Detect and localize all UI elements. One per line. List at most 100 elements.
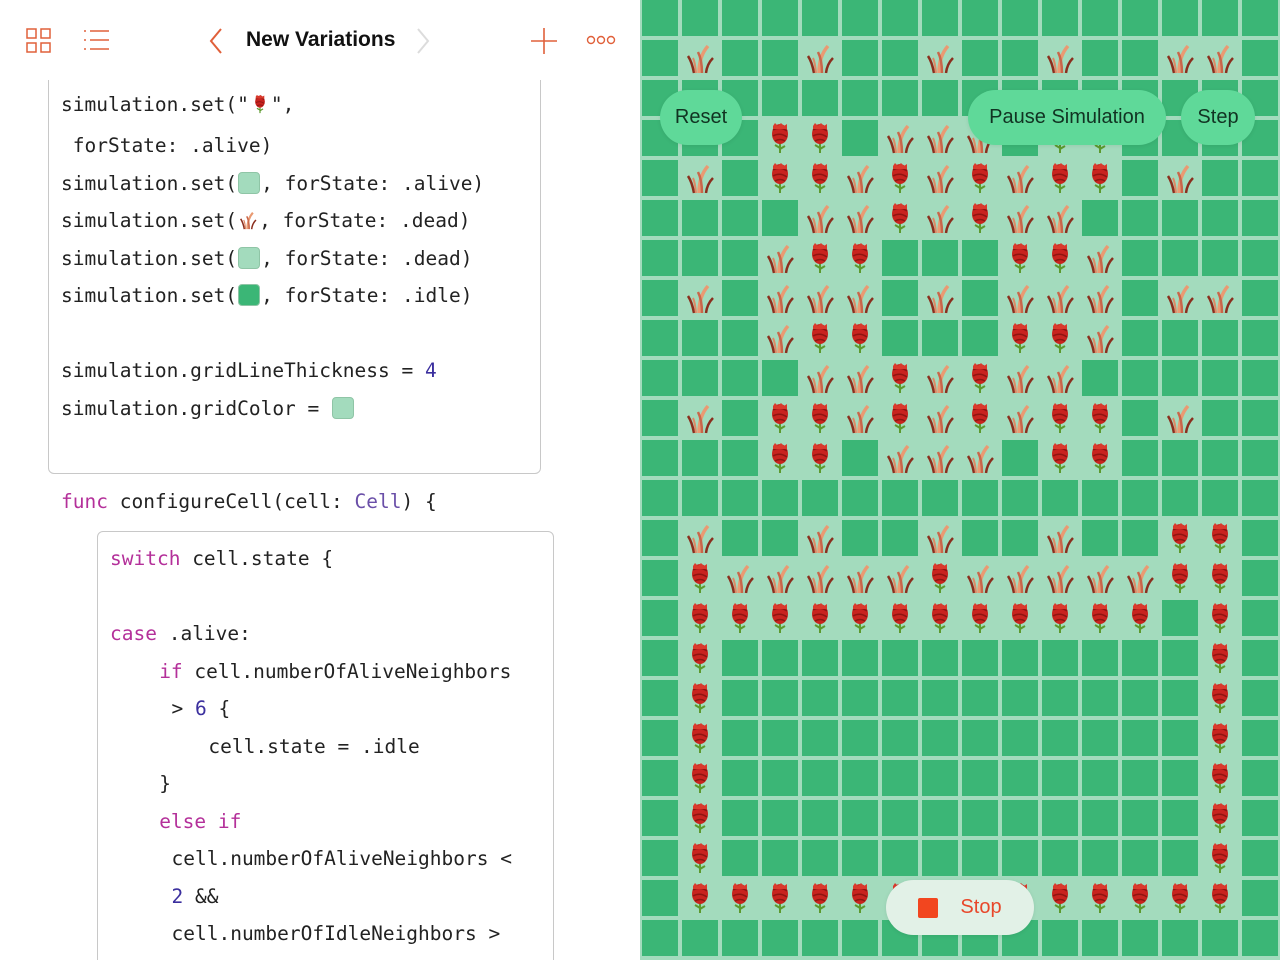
cell-idle[interactable] — [842, 920, 878, 956]
cell-idle[interactable] — [1082, 680, 1118, 716]
cell-alive[interactable] — [962, 360, 998, 396]
cell-idle[interactable] — [722, 520, 758, 556]
cell-idle[interactable] — [962, 40, 998, 76]
cell-idle[interactable] — [682, 200, 718, 236]
cell-idle[interactable] — [962, 480, 998, 516]
cell-dead[interactable] — [1162, 160, 1198, 196]
rose-emoji-literal[interactable] — [249, 93, 271, 115]
cell-dead[interactable] — [1042, 200, 1078, 236]
grid-icon[interactable] — [26, 28, 52, 54]
cell-idle[interactable] — [722, 840, 758, 876]
cell-idle[interactable] — [1202, 360, 1238, 396]
cell-idle[interactable] — [762, 0, 798, 36]
cell-alive[interactable] — [962, 600, 998, 636]
cell-idle[interactable] — [1082, 520, 1118, 556]
list-icon[interactable] — [83, 28, 111, 54]
cell-idle[interactable] — [1042, 760, 1078, 796]
cell-dead[interactable] — [842, 560, 878, 596]
cell-idle[interactable] — [762, 840, 798, 876]
cell-dead[interactable] — [762, 560, 798, 596]
code-line[interactable]: simulation.set(, forState: .dead) — [61, 209, 470, 233]
cell-idle[interactable] — [1122, 240, 1158, 276]
cell-dead[interactable] — [682, 400, 718, 436]
cell-idle[interactable] — [762, 800, 798, 836]
code-line[interactable]: > 6 { — [172, 697, 231, 721]
cell-idle[interactable] — [642, 840, 678, 876]
cell-dead[interactable] — [1002, 160, 1038, 196]
cell-dead[interactable] — [802, 560, 838, 596]
cell-dead[interactable] — [1082, 240, 1118, 276]
cell-idle[interactable] — [882, 40, 918, 76]
cell-alive[interactable] — [802, 400, 838, 436]
cell-alive[interactable] — [762, 880, 798, 916]
cell-idle[interactable] — [962, 520, 998, 556]
cell-idle[interactable] — [1122, 280, 1158, 316]
cell-idle[interactable] — [842, 520, 878, 556]
cell-alive[interactable] — [1202, 840, 1238, 876]
cell-alive[interactable] — [1082, 880, 1118, 916]
cell-idle[interactable] — [1042, 0, 1078, 36]
cell-idle[interactable] — [1162, 920, 1198, 956]
cell-idle[interactable] — [1242, 200, 1278, 236]
cell-alive[interactable] — [1162, 560, 1198, 596]
cell-alive[interactable] — [1202, 800, 1238, 836]
cell-idle[interactable] — [922, 800, 958, 836]
cell-alive[interactable] — [1162, 520, 1198, 556]
cell-idle[interactable] — [1082, 720, 1118, 756]
cell-alive[interactable] — [842, 320, 878, 356]
cell-dead[interactable] — [922, 280, 958, 316]
cell-idle[interactable] — [962, 640, 998, 676]
cell-idle[interactable] — [1082, 40, 1118, 76]
cell-idle[interactable] — [1082, 480, 1118, 516]
cell-dead[interactable] — [842, 200, 878, 236]
cell-idle[interactable] — [922, 0, 958, 36]
cell-idle[interactable] — [1002, 680, 1038, 716]
cell-idle[interactable] — [722, 240, 758, 276]
cell-dead[interactable] — [842, 160, 878, 196]
cell-idle[interactable] — [762, 680, 798, 716]
cell-dead[interactable] — [882, 440, 918, 476]
cell-idle[interactable] — [642, 520, 678, 556]
cell-idle[interactable] — [1122, 440, 1158, 476]
cell-idle[interactable] — [802, 480, 838, 516]
cell-idle[interactable] — [882, 80, 918, 116]
color-literal-swatch[interactable] — [238, 284, 261, 306]
cell-dead[interactable] — [922, 160, 958, 196]
code-line[interactable]: } — [159, 772, 171, 796]
cell-idle[interactable] — [1122, 0, 1158, 36]
cell-idle[interactable] — [1122, 320, 1158, 356]
cell-dead[interactable] — [1002, 280, 1038, 316]
cell-idle[interactable] — [1002, 840, 1038, 876]
cell-idle[interactable] — [762, 640, 798, 676]
cell-alive[interactable] — [842, 880, 878, 916]
cell-idle[interactable] — [882, 680, 918, 716]
cell-alive[interactable] — [1002, 600, 1038, 636]
cell-idle[interactable] — [842, 800, 878, 836]
cell-dead[interactable] — [1122, 560, 1158, 596]
cell-idle[interactable] — [842, 760, 878, 796]
cell-idle[interactable] — [1122, 360, 1158, 396]
cell-idle[interactable] — [1242, 400, 1278, 436]
cell-alive[interactable] — [1042, 600, 1078, 636]
cell-idle[interactable] — [1242, 680, 1278, 716]
step-button[interactable]: Step — [1181, 90, 1255, 145]
cell-idle[interactable] — [762, 360, 798, 396]
cell-idle[interactable] — [1162, 200, 1198, 236]
cell-idle[interactable] — [722, 160, 758, 196]
cell-dead[interactable] — [1042, 280, 1078, 316]
cell-idle[interactable] — [1242, 840, 1278, 876]
cell-idle[interactable] — [842, 480, 878, 516]
cell-alive[interactable] — [1202, 720, 1238, 756]
code-line[interactable]: cell.numberOfAliveNeighbors < — [172, 847, 512, 871]
cell-idle[interactable] — [1002, 720, 1038, 756]
cell-alive[interactable] — [1202, 600, 1238, 636]
cell-alive[interactable] — [1082, 600, 1118, 636]
cell-idle[interactable] — [1122, 200, 1158, 236]
cell-alive[interactable] — [762, 120, 798, 156]
cell-idle[interactable] — [922, 240, 958, 276]
cell-idle[interactable] — [842, 80, 878, 116]
cell-alive[interactable] — [1082, 400, 1118, 436]
cell-alive[interactable] — [922, 560, 958, 596]
cell-idle[interactable] — [762, 80, 798, 116]
chevron-left-icon[interactable] — [208, 27, 224, 55]
